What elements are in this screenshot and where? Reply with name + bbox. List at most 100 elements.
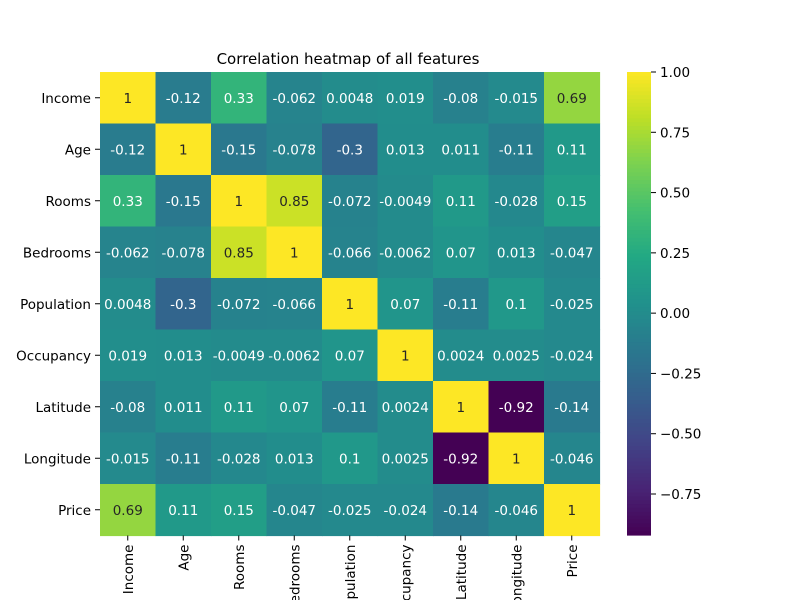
colorbar-segment <box>627 334 651 339</box>
cell-value-label: 1 <box>567 503 576 519</box>
cell-value-label: -0.078 <box>272 142 316 158</box>
cell-value-label: 0.1 <box>339 451 360 467</box>
heatmap-cell <box>377 381 434 434</box>
heatmap-cell <box>322 123 379 176</box>
heatmap-cell <box>433 226 490 279</box>
heatmap-cell <box>377 175 434 228</box>
heatmap-cell <box>100 278 157 331</box>
cell-value-label: -0.08 <box>443 91 478 107</box>
colorbar-segment <box>627 511 651 517</box>
colorbar-segment <box>627 280 651 285</box>
colorbar-segment <box>627 122 651 127</box>
cell-value-label: -0.12 <box>110 142 145 158</box>
heatmap-cell <box>211 329 268 382</box>
cell-value-label: -0.3 <box>170 297 196 313</box>
colorbar-segment <box>627 72 651 77</box>
heatmap-cell <box>544 175 601 228</box>
colorbar-segment <box>627 396 651 401</box>
heatmap-cell <box>377 329 434 382</box>
colorbar-segment <box>627 527 651 532</box>
colorbar-segment <box>627 488 651 494</box>
colorbar-segment <box>627 226 651 231</box>
colorbar-segment <box>627 137 651 143</box>
x-tick-label: Population <box>343 545 359 600</box>
heatmap-cell <box>266 278 323 331</box>
cell-value-label: -0.92 <box>443 451 478 467</box>
heatmap-cell <box>544 329 601 382</box>
heatmap-cell <box>100 381 157 434</box>
colorbar-segment <box>627 222 651 227</box>
colorbar-segment <box>627 276 651 281</box>
y-tick-label: Price <box>58 503 91 519</box>
colorbar-segment <box>627 523 651 528</box>
colorbar-tick-label: −0.75 <box>660 487 701 503</box>
heatmap-cell <box>155 123 212 176</box>
colorbar-segment <box>627 531 651 536</box>
cell-value-label: -0.024 <box>550 348 594 364</box>
x-tick-label: Rooms <box>232 545 248 590</box>
colorbar-segment <box>627 145 651 150</box>
heatmap-cell <box>266 123 323 176</box>
heatmap-cell <box>544 381 601 434</box>
cell-value-label: 0.013 <box>497 245 536 261</box>
colorbar-segment <box>627 484 651 490</box>
cell-value-label: -0.072 <box>328 194 372 210</box>
colorbar-segment <box>627 419 651 424</box>
cell-value-label: -0.0062 <box>379 245 431 261</box>
heatmap-cell <box>433 484 490 537</box>
heatmap-cell <box>266 72 323 125</box>
chart-title: Correlation heatmap of all features <box>217 50 480 68</box>
colorbar-segment <box>627 369 651 374</box>
y-tick-label: Longitude <box>24 451 91 467</box>
heatmap-cell <box>266 432 323 485</box>
heatmap-cell <box>433 329 490 382</box>
heatmap-cell <box>433 381 490 434</box>
heatmap-cell <box>266 484 323 537</box>
cell-value-label: -0.066 <box>328 245 372 261</box>
colorbar-segment <box>627 160 651 166</box>
cell-value-label: 0.33 <box>224 91 254 107</box>
colorbar-segment <box>627 203 651 208</box>
x-tick-label: Occupancy <box>398 544 414 600</box>
cell-value-label: 0.0024 <box>437 348 484 364</box>
cell-value-label: 0.07 <box>335 348 365 364</box>
colorbar-segment <box>627 295 651 301</box>
colorbar-segment <box>627 407 651 413</box>
colorbar-segment <box>627 153 651 158</box>
colorbar-segment <box>627 133 651 139</box>
colorbar-segment <box>627 214 651 220</box>
colorbar-segment <box>627 207 651 212</box>
heatmap-cell <box>266 381 323 434</box>
cell-value-label: 1 <box>345 297 354 313</box>
colorbar-segment <box>627 504 651 509</box>
cell-value-label: -0.062 <box>272 91 316 107</box>
x-tick-label: Latitude <box>454 545 470 600</box>
heatmap-cell <box>322 432 379 485</box>
cell-value-label: -0.028 <box>494 194 538 210</box>
colorbar-tick-label: −0.50 <box>660 427 701 443</box>
heatmap-cell <box>211 72 268 125</box>
colorbar-segment <box>627 330 651 335</box>
x-tick-label: Price <box>565 545 581 578</box>
cell-value-label: 0.011 <box>164 400 203 416</box>
cell-value-label: -0.0062 <box>268 348 320 364</box>
cell-value-label: -0.14 <box>443 503 478 519</box>
cell-value-label: 0.0024 <box>382 400 429 416</box>
colorbar-segment <box>627 149 651 154</box>
heatmap-cell <box>322 381 379 434</box>
cell-value-label: -0.062 <box>106 245 150 261</box>
heatmap-cell <box>544 484 601 537</box>
colorbar-segment <box>627 257 651 262</box>
colorbar-segment <box>627 106 651 112</box>
cell-value-label: -0.015 <box>106 451 150 467</box>
x-tick-label: Bedrooms <box>287 545 303 600</box>
colorbar-segment <box>627 303 651 308</box>
row-labels: Income Age Rooms Bedrooms Population Occupanc… <box>16 91 100 519</box>
cell-value-label: -0.11 <box>332 400 367 416</box>
colorbar-segment <box>627 338 651 343</box>
colorbar-segment <box>627 291 651 297</box>
cell-value-label: -0.12 <box>166 91 201 107</box>
cell-value-label: -0.11 <box>499 142 534 158</box>
colorbar-segment <box>627 376 651 382</box>
y-tick-label: Rooms <box>46 194 91 210</box>
